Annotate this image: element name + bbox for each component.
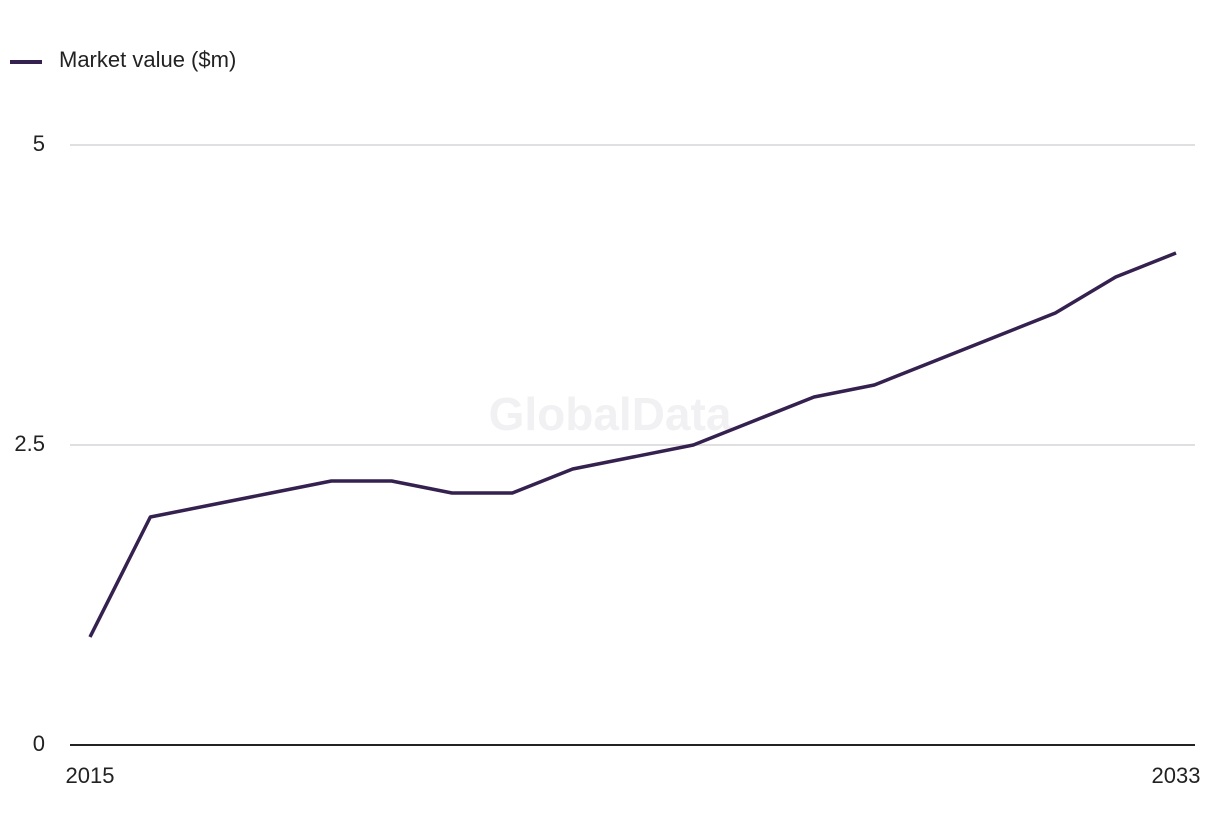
x-tick-label: 2015 (66, 763, 115, 788)
y-tick-label: 5 (33, 131, 45, 156)
x-tick-label: 2033 (1152, 763, 1201, 788)
y-tick-label: 2.5 (14, 431, 45, 456)
watermark: GlobalData (489, 388, 732, 440)
legend-label: Market value ($m) (59, 47, 236, 72)
series-line (88, 251, 1177, 638)
y-tick-label: 0 (33, 731, 45, 756)
